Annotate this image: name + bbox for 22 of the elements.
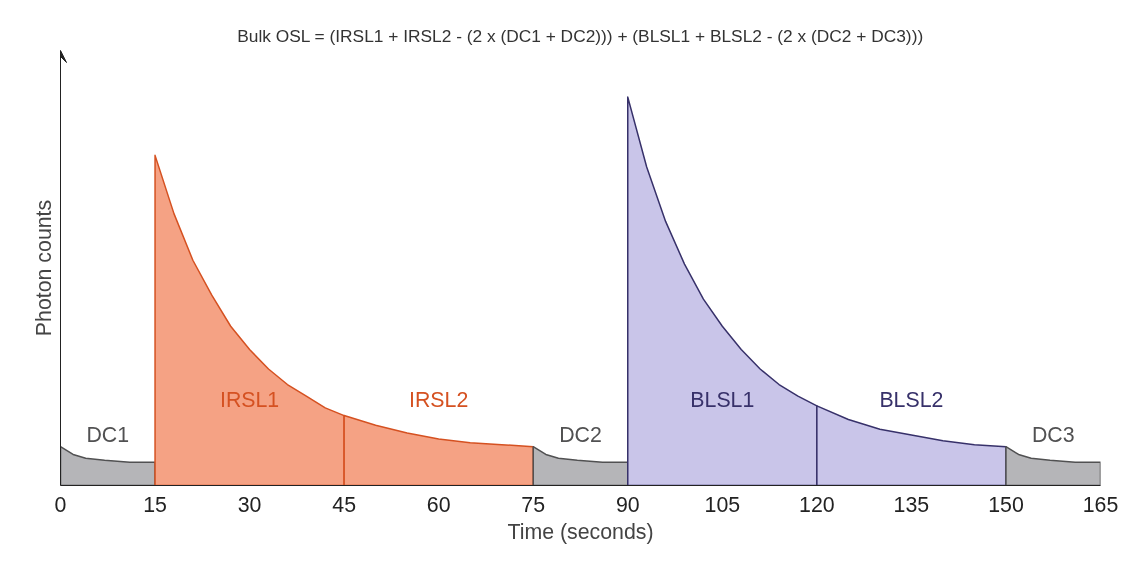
series-label: IRSL1 (219, 388, 280, 413)
series-label: BLSL1 (690, 388, 755, 413)
x-axis-title: Time (seconds) (507, 519, 654, 544)
y-axis-title: Photon counts (31, 199, 56, 337)
x-tick-label: 165 (1082, 492, 1119, 517)
series-label: DC2 (559, 423, 602, 448)
x-tick-label: 30 (237, 492, 262, 517)
chart-title: Bulk OSL = (IRSL1 + IRSL2 - (2 x (DC1 + DC2))) + (BLSL1 + BLSL2 - (2 x (DC2 + DC3))) (237, 25, 924, 46)
x-tick-label: 75 (521, 492, 546, 517)
series-label: IRSL2 (409, 388, 469, 413)
x-tick-label: 15 (143, 492, 167, 517)
x-tick-label: 45 (332, 492, 357, 517)
series-label: BLSL2 (879, 388, 944, 413)
series-label: DC1 (86, 423, 130, 448)
series-label: DC3 (1031, 423, 1075, 448)
x-tick-label: 120 (799, 492, 835, 517)
x-tick-label: 0 (54, 492, 67, 517)
x-tick-label: 135 (893, 492, 930, 517)
x-tick-label: 105 (704, 492, 741, 517)
x-tick-label: 60 (426, 492, 451, 517)
x-tick-label: 150 (988, 492, 1024, 517)
x-tick-label: 90 (615, 492, 640, 517)
